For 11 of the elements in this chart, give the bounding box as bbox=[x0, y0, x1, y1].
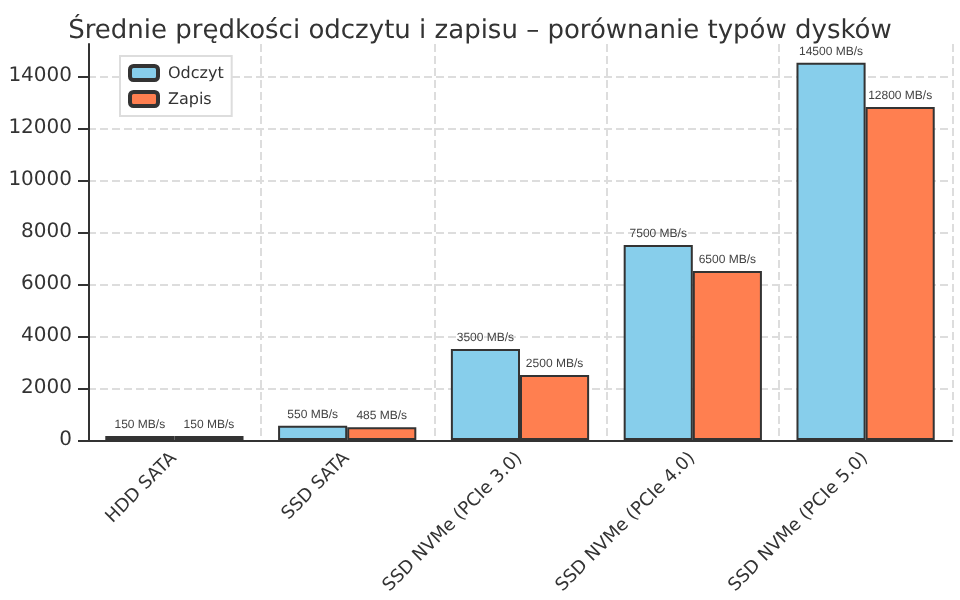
chart-title: Średnie prędkości odczytu i zapisu – porównanie typów dysków bbox=[68, 12, 893, 46]
y-tick-label: 10000 bbox=[8, 168, 72, 191]
y-tick-label: 0 bbox=[59, 428, 72, 451]
legend-label: Odczyt bbox=[168, 64, 224, 82]
y-tick-label: 12000 bbox=[8, 116, 72, 139]
y-tick-label: 6000 bbox=[21, 272, 72, 295]
y-tick-label: 14000 bbox=[8, 64, 72, 87]
legend-label: Zapis bbox=[168, 90, 212, 108]
y-tick-label: 8000 bbox=[21, 220, 72, 243]
y-tick-label: 2000 bbox=[21, 376, 72, 399]
y-tick-label: 4000 bbox=[21, 324, 72, 347]
